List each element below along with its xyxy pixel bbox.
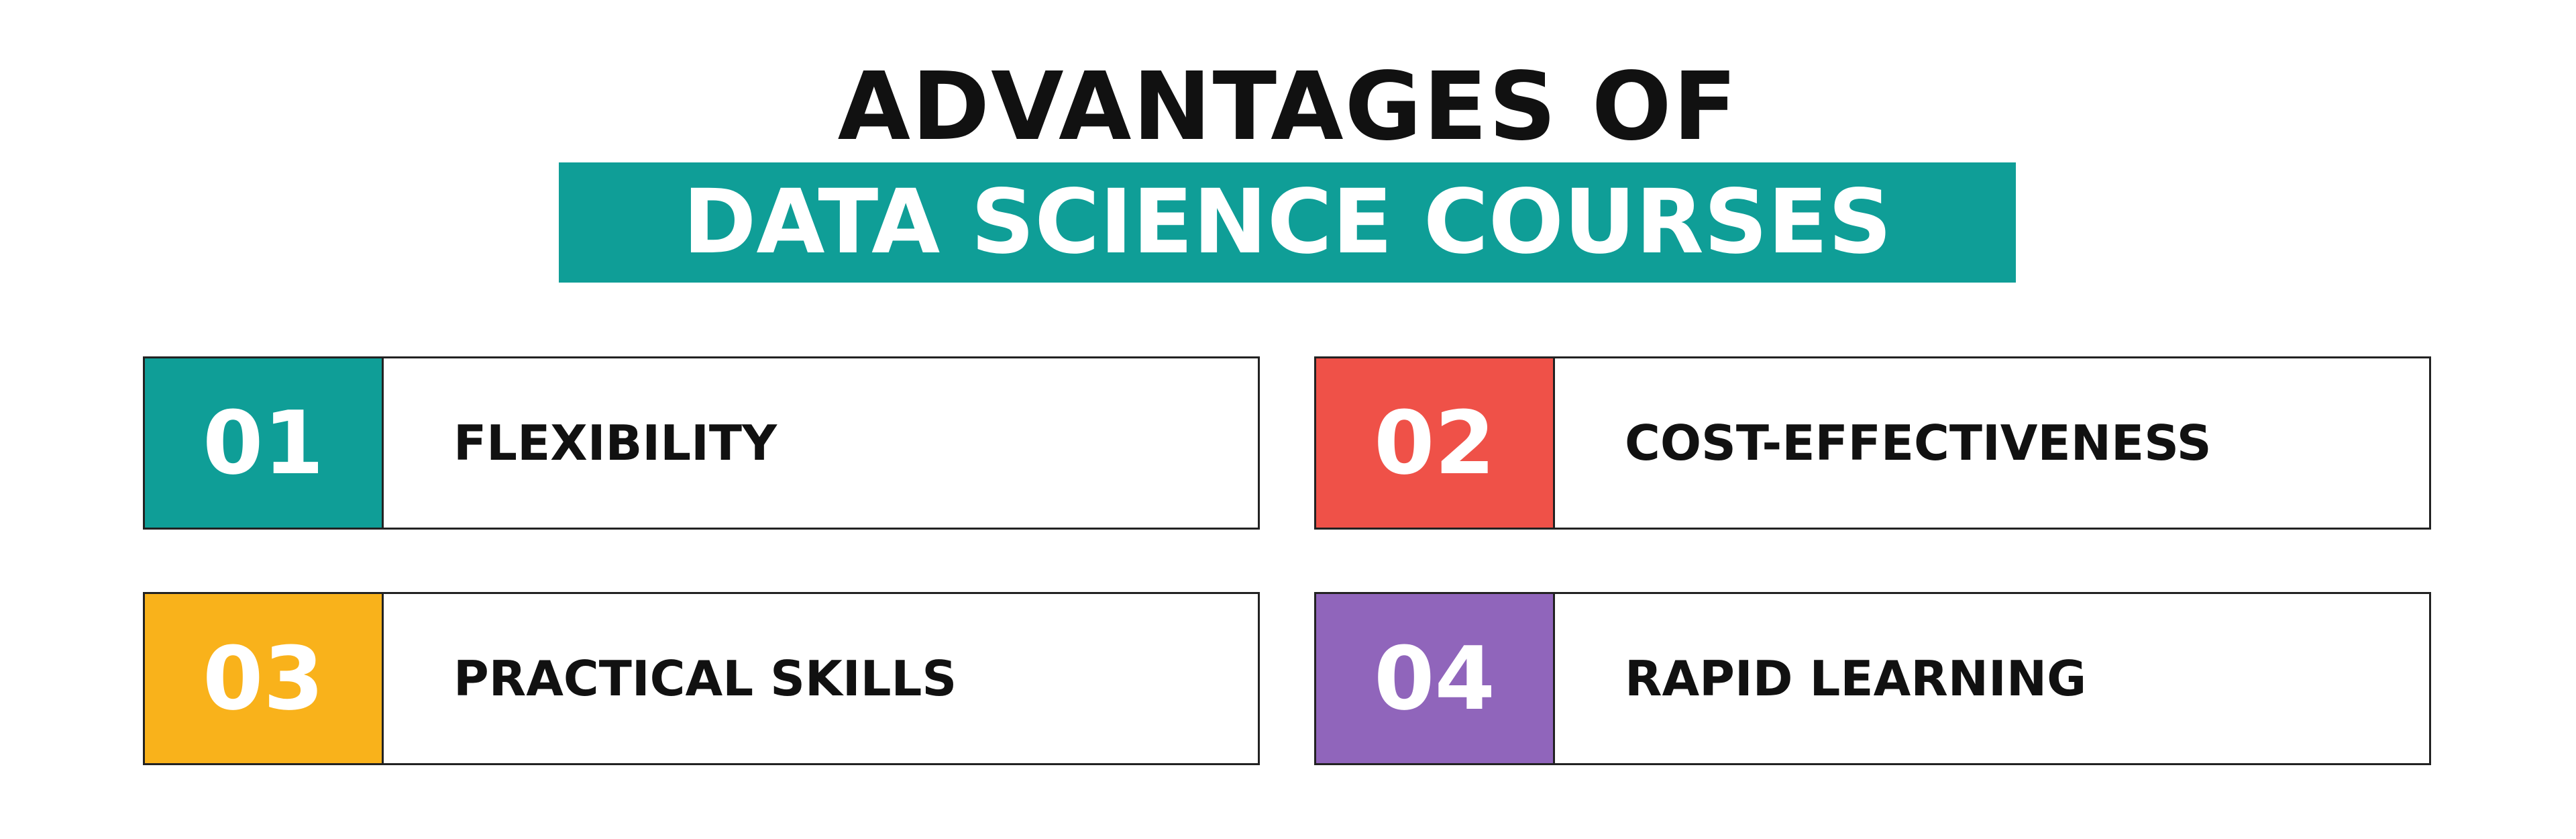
card-label: FLEXIBILITY — [453, 415, 777, 471]
card-label: COST-EFFECTIVENESS — [1625, 415, 2212, 471]
title-banner: DATA SCIENCE COURSES — [559, 162, 2016, 283]
card-number: 01 — [145, 358, 384, 528]
card: 03 PRACTICAL SKILLS — [143, 592, 1260, 765]
card: 04 RAPID LEARNING — [1314, 592, 2431, 765]
card: 02 COST-EFFECTIVENESS — [1314, 356, 2431, 530]
card-label: RAPID LEARNING — [1625, 650, 2087, 707]
title-line1: ADVANTAGES OF — [837, 52, 1739, 162]
card-number: 02 — [1316, 358, 1555, 528]
card-label: PRACTICAL SKILLS — [453, 650, 957, 707]
card-number: 04 — [1316, 594, 1555, 763]
title-line2: DATA SCIENCE COURSES — [682, 170, 1892, 274]
card-number: 03 — [145, 594, 384, 763]
card: 01 FLEXIBILITY — [143, 356, 1260, 530]
